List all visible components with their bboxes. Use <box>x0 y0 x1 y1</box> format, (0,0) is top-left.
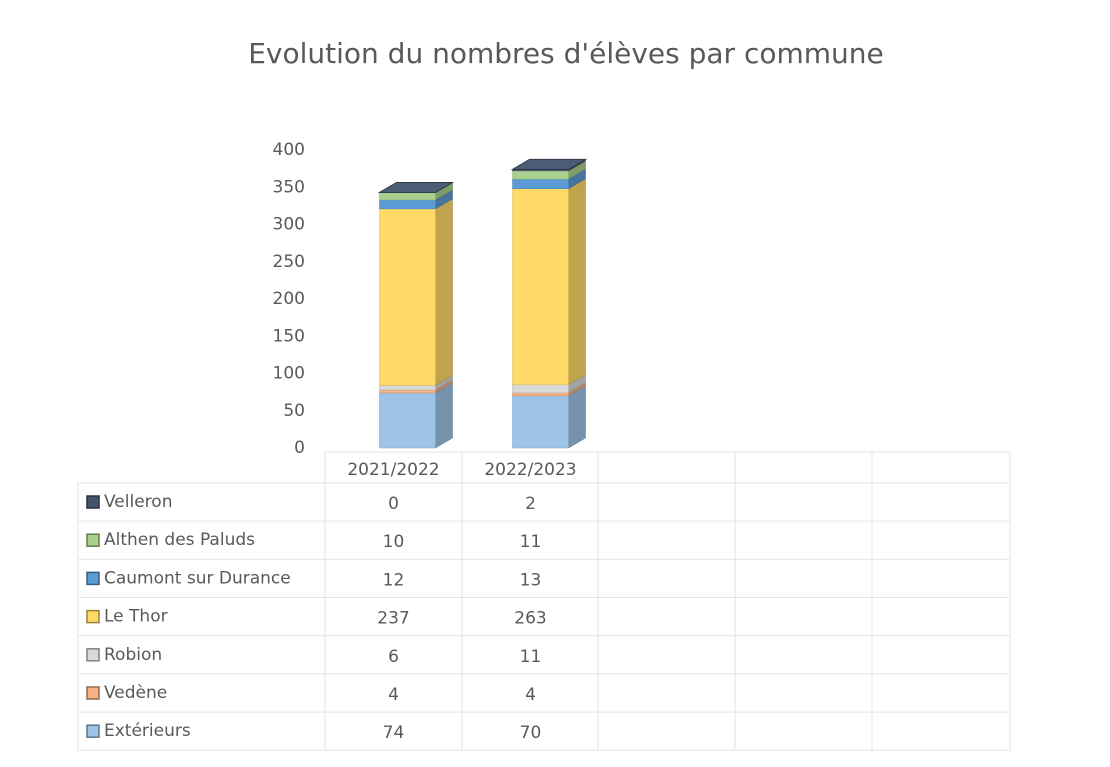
legend-swatch <box>86 533 100 547</box>
legend-label: Althen des Paluds <box>104 530 255 550</box>
legend-label: Velleron <box>104 492 172 512</box>
table-value: 13 <box>520 570 542 590</box>
legend-label: Vedène <box>104 683 167 703</box>
bar <box>512 392 569 397</box>
table-value: 4 <box>388 685 399 705</box>
x-tick-label: 2022/2023 <box>484 460 576 480</box>
y-tick-label: 100 <box>273 364 305 384</box>
y-tick-label: 150 <box>273 326 305 346</box>
table-value: 10 <box>383 532 405 552</box>
bar <box>379 389 436 394</box>
bar-side <box>435 198 453 386</box>
bar-side <box>568 178 586 386</box>
table-value: 237 <box>377 609 409 629</box>
legend-swatch <box>86 609 100 624</box>
table-value: 74 <box>383 723 405 743</box>
table-value: 2 <box>525 494 536 514</box>
bar-top <box>377 181 455 193</box>
bar-top <box>510 158 588 170</box>
legend-swatch <box>86 686 100 700</box>
bar <box>379 199 436 210</box>
table-value: 12 <box>383 570 405 590</box>
bar <box>512 188 569 385</box>
y-tick-label: 0 <box>294 438 305 458</box>
legend-swatch <box>86 648 100 662</box>
bar <box>512 384 569 394</box>
legend-label: Le Thor <box>104 607 168 627</box>
table-value: 0 <box>388 494 399 514</box>
legend-swatch <box>86 495 100 509</box>
table-value: 11 <box>520 532 542 552</box>
y-tick-label: 350 <box>273 177 305 197</box>
y-tick-label: 50 <box>283 401 305 421</box>
legend-swatch <box>86 571 100 586</box>
bar <box>512 170 569 180</box>
table-value: 70 <box>520 723 542 743</box>
bar <box>512 395 569 449</box>
bar <box>379 385 436 391</box>
bar <box>379 208 436 386</box>
legend-swatch <box>86 724 100 738</box>
y-tick-label: 200 <box>273 289 305 309</box>
bar-side <box>568 385 586 449</box>
legend-label: Caumont sur Durance <box>104 568 291 588</box>
bar <box>379 392 436 449</box>
y-tick-label: 300 <box>273 215 305 235</box>
legend-label: Extérieurs <box>104 721 191 741</box>
y-tick-label: 400 <box>273 140 305 160</box>
table-value: 11 <box>520 647 542 667</box>
bar <box>512 178 569 189</box>
legend-label: Robion <box>104 645 162 665</box>
x-tick-label: 2021/2022 <box>347 460 439 480</box>
table-value: 263 <box>514 609 546 629</box>
table-value: 4 <box>525 685 536 705</box>
bar-side <box>435 382 453 449</box>
y-tick-label: 250 <box>273 252 305 272</box>
bar <box>379 192 436 201</box>
table-value: 6 <box>388 647 399 667</box>
chart-title: Evolution du nombres d'élèves par commun… <box>248 37 884 70</box>
